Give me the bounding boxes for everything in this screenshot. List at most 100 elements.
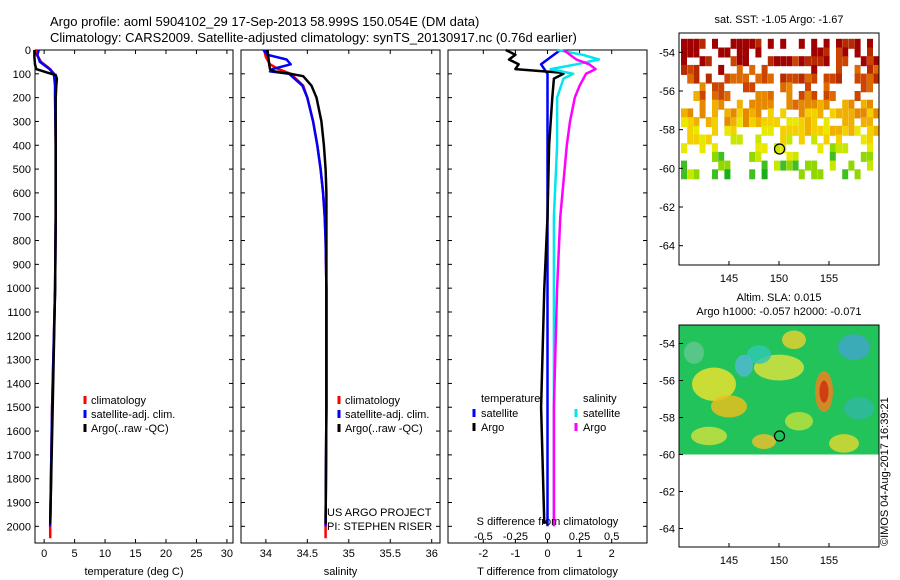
- sst-pixel: [705, 73, 712, 84]
- sst-pixel: [687, 73, 694, 84]
- y-tick-label: 1600: [7, 426, 31, 438]
- series-line-satellite-adj-clim-: [262, 49, 328, 527]
- sst-pixel: [736, 56, 743, 67]
- sst-pixel: [860, 99, 867, 110]
- sst-pixel: [873, 125, 879, 136]
- legend-label: Argo(..raw -QC): [345, 423, 423, 435]
- sst-pixel: [817, 125, 824, 136]
- sst-pixel: [699, 91, 706, 101]
- sst-pixel: [699, 108, 706, 119]
- sst-pixel: [755, 38, 762, 49]
- sst-pixel: [712, 143, 718, 154]
- sst-pixel: [867, 151, 873, 162]
- sst-pixel: [854, 73, 861, 84]
- map-title: Argo h1000: -0.057 h2000: -0.071: [696, 306, 861, 318]
- sst-pixel: [860, 56, 867, 67]
- sla-anomaly: [747, 345, 771, 364]
- sst-pixel: [780, 108, 787, 119]
- sst-pixel: [842, 169, 849, 180]
- legend-group-title: temperature: [481, 393, 540, 405]
- sla-anomaly: [785, 411, 813, 431]
- y-tick-label: -60: [659, 163, 675, 175]
- legend-label: climatology: [345, 395, 401, 407]
- x-top-tick-label: 0.25: [569, 531, 590, 543]
- sst-pixel: [817, 169, 824, 180]
- y-tick-label: 800: [13, 236, 31, 248]
- y-tick-label: 1300: [7, 355, 31, 367]
- sst-pixel: [699, 56, 706, 67]
- sst-pixel: [836, 38, 842, 49]
- sst-pixel: [724, 169, 731, 180]
- y-tick-label: 1200: [7, 331, 31, 343]
- sst-pixel: [681, 160, 687, 171]
- series-line-climatology: [34, 49, 57, 539]
- sst-pixel: [693, 169, 700, 180]
- sst-pixel: [867, 64, 873, 75]
- sst-pixel: [774, 56, 780, 67]
- x-tick-label: 0: [544, 548, 550, 560]
- sst-pixel: [705, 117, 712, 128]
- legend-label: Argo: [481, 422, 504, 434]
- sst-pixel: [836, 134, 842, 145]
- sst-pixel: [860, 108, 867, 119]
- sst-pixel: [767, 56, 774, 67]
- sst-pixel: [730, 134, 737, 145]
- sst-pixel: [823, 56, 830, 67]
- sst-pixel: [805, 73, 811, 84]
- x-tick-label: 155: [820, 555, 838, 567]
- sst-pixel: [805, 82, 811, 93]
- sst-pixel: [811, 99, 818, 110]
- sst-pixel: [724, 91, 731, 101]
- y-tick-label: 700: [13, 212, 31, 224]
- sst-pixel: [786, 151, 793, 162]
- sst-pixel: [681, 47, 687, 58]
- y-tick-label: 500: [13, 164, 31, 176]
- sst-pixel: [811, 160, 818, 171]
- sst-pixel: [699, 82, 706, 93]
- sst-pixel: [798, 56, 805, 67]
- sst-pixel: [693, 64, 700, 75]
- sst-pixel: [755, 108, 762, 119]
- sst-pixel: [798, 73, 805, 84]
- y-tick-label: 1900: [7, 498, 31, 510]
- sst-pixel: [823, 125, 830, 136]
- legend-label: satellite: [481, 408, 518, 420]
- y-tick-label: -58: [659, 413, 675, 425]
- sst-pixel: [761, 73, 768, 84]
- sst-pixel: [854, 64, 861, 75]
- sst-pixel: [687, 64, 694, 75]
- legend-label: Argo(..raw -QC): [91, 423, 169, 435]
- sst-pixel: [774, 160, 780, 171]
- sst-pixel: [774, 143, 780, 154]
- sst-pixel: [699, 134, 706, 145]
- sst-pixel: [817, 108, 824, 119]
- sst-pixel: [836, 64, 842, 75]
- sst-pixel: [848, 117, 855, 128]
- sst-pixel: [749, 99, 756, 110]
- sst-pixel: [761, 125, 768, 136]
- sla-anomaly: [711, 395, 747, 418]
- sst-pixel: [823, 99, 830, 110]
- sst-pixel: [755, 134, 762, 145]
- sst-pixel: [805, 56, 811, 67]
- sst-pixel: [749, 169, 756, 180]
- sst-pixel: [780, 143, 787, 154]
- sst-pixel: [736, 73, 743, 84]
- sst-pixel: [805, 125, 811, 136]
- sst-pixel: [724, 108, 731, 119]
- sst-pixel: [829, 91, 836, 101]
- sst-pixel: [798, 99, 805, 110]
- sst-pixel: [767, 99, 774, 110]
- sst-pixel: [699, 143, 706, 154]
- x-tick-label: -2: [478, 548, 488, 560]
- sst-pixel: [761, 91, 768, 101]
- x-tick-label: 35.5: [380, 548, 401, 560]
- y-tick-label: 0: [25, 45, 31, 57]
- x-tick-label: 150: [770, 273, 788, 285]
- sst-pixel: [842, 99, 849, 110]
- sst-pixel: [755, 117, 762, 128]
- sst-pixel: [854, 169, 861, 180]
- sst-pixel: [712, 82, 718, 93]
- sst-pixel: [823, 91, 830, 101]
- sst-pixel: [848, 160, 855, 171]
